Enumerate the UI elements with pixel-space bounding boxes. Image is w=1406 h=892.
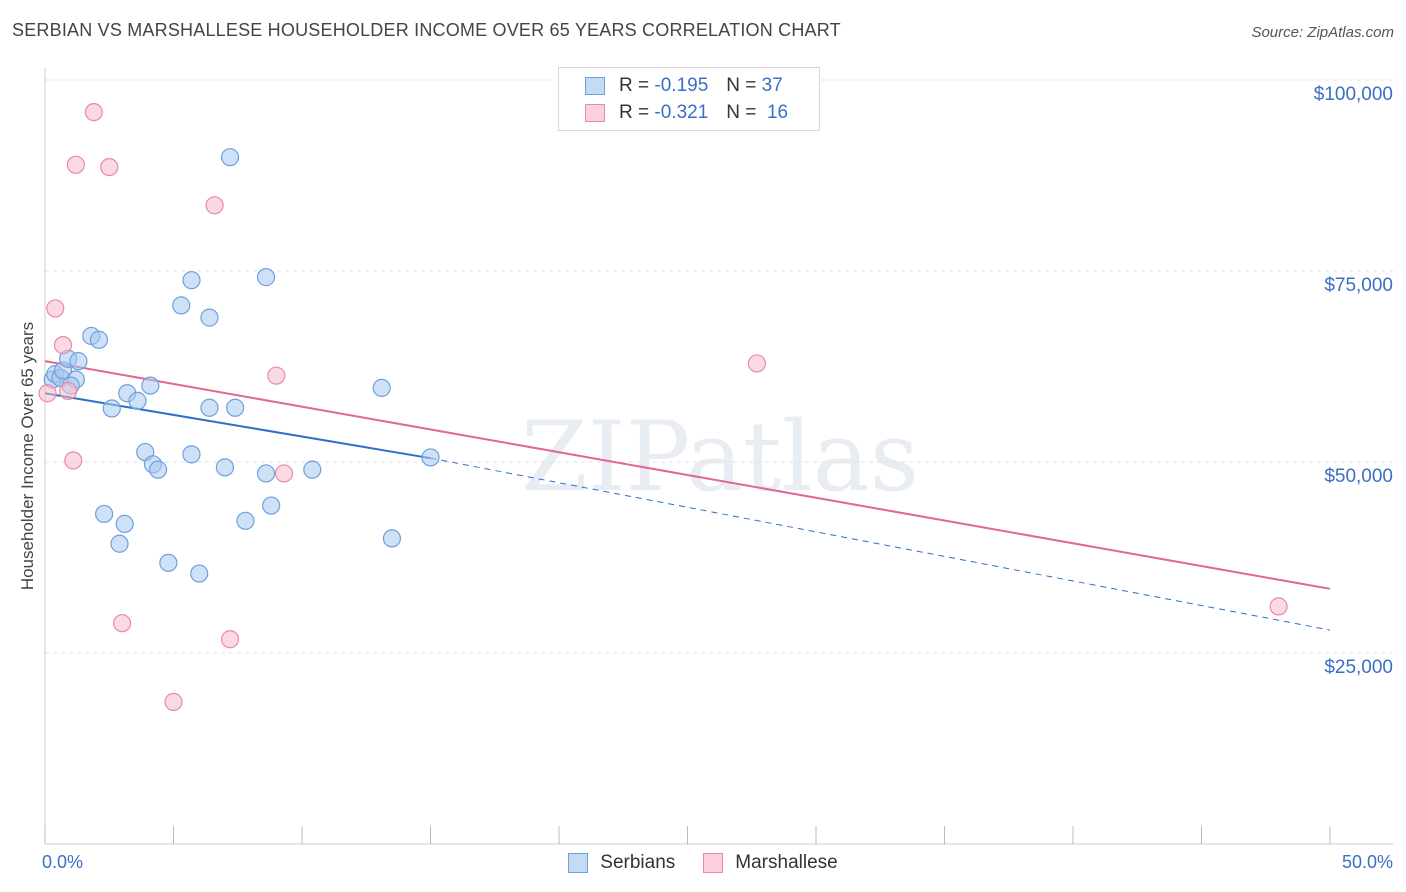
point-marshallese xyxy=(747,354,766,373)
legend-r-value-marshallese: -0.321 xyxy=(654,102,709,123)
point-marshallese xyxy=(205,196,224,215)
point-serbians xyxy=(159,553,178,572)
point-serbians xyxy=(372,378,391,397)
legend-swatch-marshallese xyxy=(585,104,605,122)
legend-row-serbians: R = -0.195 N = 37 xyxy=(585,73,783,99)
point-marshallese xyxy=(38,384,57,403)
grid-lines xyxy=(45,79,1393,654)
x-tick-label: 50.0% xyxy=(1341,852,1393,872)
point-marshallese xyxy=(274,464,294,483)
point-marshallese xyxy=(112,614,132,633)
bottom-legend: Serbians Marshallese xyxy=(0,852,1406,874)
legend-r-value-serbians: -0.195 xyxy=(654,75,709,96)
point-serbians xyxy=(95,504,114,524)
point-serbians xyxy=(200,398,219,417)
legend: R = -0.195 N = 37 R = -0.321 N = 16 xyxy=(558,67,820,131)
point-serbians xyxy=(215,458,234,477)
point-serbians xyxy=(182,445,201,464)
legend-n-prefix: N = xyxy=(726,102,757,123)
data-points xyxy=(38,102,1288,711)
point-serbians xyxy=(256,464,276,483)
bottom-legend-swatch-marshallese xyxy=(703,853,724,873)
chart-source: Source: ZipAtlas.com xyxy=(1251,24,1394,41)
bottom-legend-swatch-serbians xyxy=(568,853,589,873)
point-marshallese xyxy=(164,692,183,711)
y-tick-label: $50,000 xyxy=(1324,466,1393,487)
point-serbians xyxy=(182,271,201,290)
point-serbians xyxy=(256,268,276,287)
point-marshallese xyxy=(84,102,103,122)
trend-line-marshallese xyxy=(44,360,1331,590)
point-serbians xyxy=(110,534,129,553)
bottom-legend-label-marshallese: Marshallese xyxy=(735,852,838,873)
legend-swatch-serbians xyxy=(585,77,605,95)
x-tick-label: 0.0% xyxy=(42,852,84,872)
point-serbians xyxy=(236,511,255,530)
point-serbians xyxy=(303,460,322,479)
legend-n-value-marshallese: 16 xyxy=(766,102,789,123)
point-marshallese xyxy=(1269,597,1288,616)
point-marshallese xyxy=(64,451,83,470)
point-marshallese xyxy=(100,157,119,177)
y-tick-label: $100,000 xyxy=(1313,84,1393,105)
point-serbians xyxy=(148,460,168,479)
legend-n-value-serbians: 37 xyxy=(761,75,783,96)
point-serbians xyxy=(220,148,240,167)
point-serbians xyxy=(89,330,109,349)
axes xyxy=(44,68,1393,845)
point-serbians xyxy=(141,376,160,395)
point-serbians xyxy=(102,399,121,418)
bottom-legend-serbians: Serbians xyxy=(568,852,675,874)
point-marshallese xyxy=(46,299,65,318)
chart-title: SERBIAN VS MARSHALLESE HOUSEHOLDER INCOM… xyxy=(12,20,841,40)
bottom-legend-marshallese: Marshallese xyxy=(703,852,838,874)
point-serbians xyxy=(421,448,440,467)
point-serbians xyxy=(200,308,219,327)
y-axis-label: Householder Income Over 65 years xyxy=(18,321,37,591)
point-serbians xyxy=(128,391,147,410)
point-marshallese xyxy=(220,630,240,649)
legend-n-prefix: N = xyxy=(726,75,757,96)
point-serbians xyxy=(262,496,281,515)
point-serbians xyxy=(190,564,209,583)
y-tick-label: $25,000 xyxy=(1324,657,1393,678)
trend-extension-serbians xyxy=(430,457,1331,631)
point-marshallese xyxy=(59,381,78,401)
y-tick-label: $75,000 xyxy=(1324,275,1393,296)
point-marshallese xyxy=(267,366,286,385)
bottom-legend-label-serbians: Serbians xyxy=(600,852,676,873)
point-marshallese xyxy=(66,155,85,174)
point-serbians xyxy=(226,398,245,417)
point-serbians xyxy=(172,296,191,315)
point-serbians xyxy=(69,352,88,371)
point-serbians xyxy=(382,529,402,548)
legend-row-marshallese: R = -0.321 N = 16 xyxy=(585,100,788,126)
legend-r-prefix: R = xyxy=(619,102,650,123)
point-marshallese xyxy=(53,336,73,355)
point-serbians xyxy=(115,514,134,533)
legend-r-prefix: R = xyxy=(619,75,650,96)
